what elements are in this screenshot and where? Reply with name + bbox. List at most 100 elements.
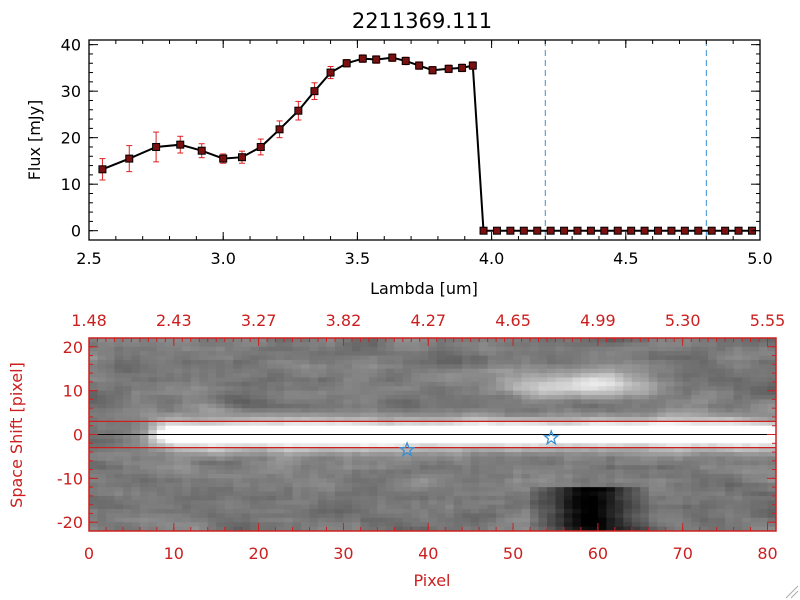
heatmap-cell — [258, 447, 268, 453]
heatmap-cell — [487, 526, 497, 532]
heatmap-cell — [326, 500, 336, 506]
heatmap-cell — [114, 373, 124, 378]
heatmap-cell — [589, 482, 599, 488]
heatmap-cell — [487, 425, 497, 431]
heatmap-cell — [733, 430, 743, 435]
heatmap-cell — [343, 504, 353, 510]
heatmap-cell — [326, 381, 336, 387]
heatmap-cell — [504, 500, 514, 506]
heatmap-cell — [309, 359, 319, 365]
heatmap-cell — [436, 373, 446, 378]
heatmap-cell — [606, 342, 616, 348]
heatmap-cell — [691, 381, 701, 387]
heatmap-cell — [122, 408, 132, 414]
heatmap-cell — [284, 425, 294, 431]
heatmap-cell — [368, 421, 378, 427]
heatmap-cell — [190, 526, 200, 532]
heatmap-cell — [682, 373, 692, 378]
heatmap-cell — [428, 368, 438, 374]
heatmap-cell — [538, 526, 548, 532]
heatmap-cell — [156, 522, 166, 528]
heatmap-cell — [131, 346, 141, 352]
heatmap-cell — [207, 482, 217, 488]
heatmap-cell — [156, 478, 166, 484]
heatmap-cell — [199, 386, 209, 392]
heatmap-cell — [708, 412, 718, 418]
heatmap-cell — [453, 513, 463, 519]
heatmap-cell — [139, 408, 149, 414]
heatmap-cell — [555, 491, 565, 497]
heatmap-cell — [640, 386, 650, 392]
heatmap-cell — [606, 403, 616, 409]
heatmap-cell — [309, 517, 319, 523]
heatmap-cell — [351, 359, 361, 365]
heatmap-cell — [428, 487, 438, 493]
heatmap-cell — [173, 469, 183, 475]
heatmap-cell — [97, 342, 107, 348]
heatmap-cell — [343, 416, 353, 422]
heatmap-cell — [343, 443, 353, 449]
heatmap-cell — [97, 355, 107, 361]
heatmap-cell — [716, 491, 726, 497]
heatmap-cell — [343, 351, 353, 357]
heatmap-cell — [733, 473, 743, 479]
heatmap-cell — [462, 359, 472, 365]
heatmap-cell — [156, 395, 166, 400]
heatmap-cell — [445, 443, 455, 449]
heatmap-cell — [411, 390, 421, 396]
heatmap-cell — [733, 412, 743, 418]
heatmap-cell — [309, 522, 319, 528]
heatmap-cell — [640, 456, 650, 462]
heatmap-cell — [725, 438, 735, 444]
heatmap-cell — [631, 355, 641, 361]
heatmap-cell — [165, 500, 175, 506]
heatmap-cell — [258, 399, 268, 405]
resize-grip-icon[interactable] — [785, 585, 799, 599]
heatmap-cell — [648, 368, 658, 374]
heatmap-cell — [759, 509, 769, 514]
heatmap-cell — [368, 495, 378, 501]
heatmap-cell — [750, 338, 760, 343]
heatmap-cell — [479, 522, 489, 528]
heatmap-cell — [682, 359, 692, 365]
heatmap-cell — [513, 351, 523, 357]
heatmap-cell — [521, 338, 531, 343]
heatmap-cell — [156, 500, 166, 506]
heatmap-cell — [767, 346, 777, 352]
heatmap-cell — [411, 487, 421, 493]
heatmap-cell — [411, 351, 421, 357]
heatmap-cell — [165, 460, 175, 466]
heatmap-cell — [479, 443, 489, 449]
heatmap-cell — [351, 438, 361, 444]
heatmap-cell — [428, 412, 438, 418]
heatmap-cell — [648, 491, 658, 497]
heatmap-cell — [487, 456, 497, 462]
heatmap-cell — [547, 395, 556, 400]
heatmap-cell — [216, 443, 226, 449]
heatmap-cell — [411, 342, 421, 348]
heatmap-cell — [657, 364, 667, 370]
heatmap-cell — [122, 373, 132, 378]
heatmap-cell — [368, 517, 378, 523]
heatmap-cell — [233, 447, 243, 453]
heatmap-cell — [699, 443, 709, 449]
heatmap-cell — [275, 368, 285, 374]
heatmap-cell — [589, 517, 599, 523]
heatmap-cell — [89, 460, 98, 466]
heatmap-cell — [394, 447, 404, 453]
heatmap-cell — [190, 500, 200, 506]
heatmap-cell — [691, 373, 701, 378]
heatmap-cell — [538, 416, 548, 422]
heatmap-cell — [682, 447, 692, 453]
heatmap-cell — [402, 430, 412, 435]
heatmap-cell — [411, 482, 421, 488]
heatmap-cell — [725, 495, 735, 501]
heatmap-cell — [538, 359, 548, 365]
heatmap-cell — [436, 377, 446, 383]
heatmap-cell — [250, 425, 260, 431]
heatmap-cell — [521, 390, 531, 396]
heatmap-cell — [538, 438, 548, 444]
heatmap-cell — [165, 351, 175, 357]
heatmap-cell — [563, 399, 573, 405]
heatmap-cell — [530, 456, 540, 462]
